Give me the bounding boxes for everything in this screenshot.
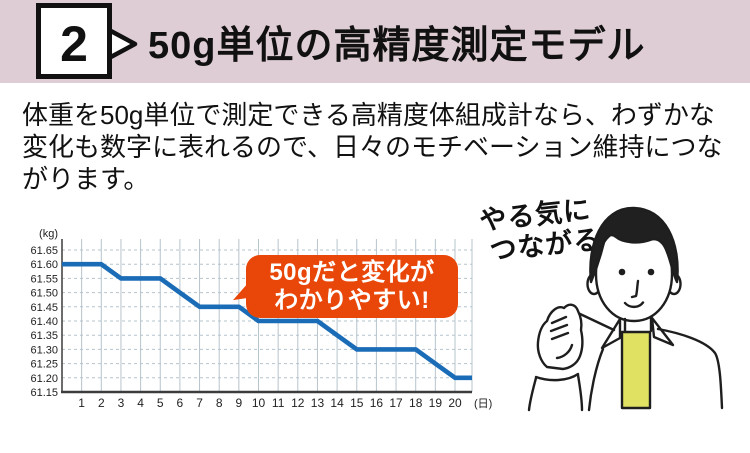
y-axis-unit: (kg)	[39, 228, 58, 240]
x-tick-label: 16	[370, 396, 384, 410]
x-tick-label: 7	[196, 396, 203, 410]
weight-chart: 61.65 61.60 61.55 61.50 61.45 61.40 61.35 61.30…	[30, 228, 492, 410]
man-illustration	[527, 206, 724, 412]
header-band: 2 50g単位の高精度測定モデル	[0, 0, 750, 83]
y-tick-label: 61.40	[30, 316, 58, 328]
x-tick-label: 4	[137, 396, 144, 410]
finger-line-2	[549, 323, 569, 333]
speech-bubble-line2: わかりやすい!	[274, 286, 430, 314]
x-tick-label: 8	[216, 396, 223, 410]
x-tick-label: 17	[389, 396, 403, 410]
finger-line-1	[550, 315, 568, 325]
speech-bubble-line1: 50gだと変化が	[269, 258, 435, 286]
step-number-box: 2	[36, 3, 138, 79]
y-tick-label: 61.25	[30, 359, 58, 371]
x-tick-label: 18	[409, 396, 423, 410]
sleeve-left-edge	[527, 376, 538, 412]
x-tick-label: 14	[330, 396, 344, 410]
collar-left	[600, 317, 622, 350]
sleeve-right-edge	[576, 373, 584, 412]
x-tick-label: 20	[448, 396, 462, 410]
x-tick-label: 12	[291, 396, 305, 410]
y-tick-label: 61.20	[30, 373, 58, 385]
y-tick-label: 61.60	[30, 259, 58, 271]
eye-right	[647, 268, 655, 276]
x-tick-label: 19	[429, 396, 443, 410]
x-tick-label: 3	[118, 396, 125, 410]
shirt-left-edge	[587, 347, 605, 412]
step-number-tail	[106, 27, 138, 61]
x-tick-label: 6	[177, 396, 184, 410]
y-tick-label: 61.15	[30, 387, 58, 399]
shirt-right-edge	[656, 327, 724, 410]
description-paragraph: 体重を50g単位で測定できる高精度体組成計なら、わずかな変化も数字に表れるので、…	[22, 100, 723, 194]
arm-line	[576, 311, 616, 332]
x-tick-label: 11	[272, 396, 285, 410]
undershirt	[620, 330, 652, 410]
x-tick-label: 13	[311, 396, 325, 410]
thumb	[555, 343, 574, 360]
x-tick-label: 5	[157, 396, 164, 410]
step-number: 2	[60, 16, 88, 72]
y-tick-label: 61.50	[30, 288, 58, 300]
nose	[630, 279, 640, 299]
x-tick-label: 1	[78, 396, 85, 410]
x-axis-unit: (日)	[474, 398, 492, 410]
y-tick-label: 61.65	[30, 245, 58, 257]
step-number-frame	[36, 3, 112, 79]
collar-right	[650, 316, 675, 347]
y-tick-label: 61.55	[30, 273, 58, 285]
y-tick-label: 61.30	[30, 344, 58, 356]
y-tick-label: 61.45	[30, 302, 58, 314]
x-tick-label: 9	[236, 396, 243, 410]
finger-line-3	[550, 331, 570, 341]
x-tick-label: 10	[252, 396, 266, 410]
page-title: 50g単位の高精度測定モデル	[148, 25, 646, 67]
weight-line	[62, 261, 472, 381]
eye-left	[618, 268, 626, 276]
y-tick-label: 61.35	[30, 330, 58, 342]
cuff	[534, 372, 580, 382]
x-tick-label: 15	[350, 396, 364, 410]
mouth	[623, 301, 645, 309]
speech-bubble: 50gだと変化が わかりやすい!	[246, 255, 458, 318]
x-tick-label: 2	[98, 396, 105, 410]
hair	[589, 206, 679, 284]
